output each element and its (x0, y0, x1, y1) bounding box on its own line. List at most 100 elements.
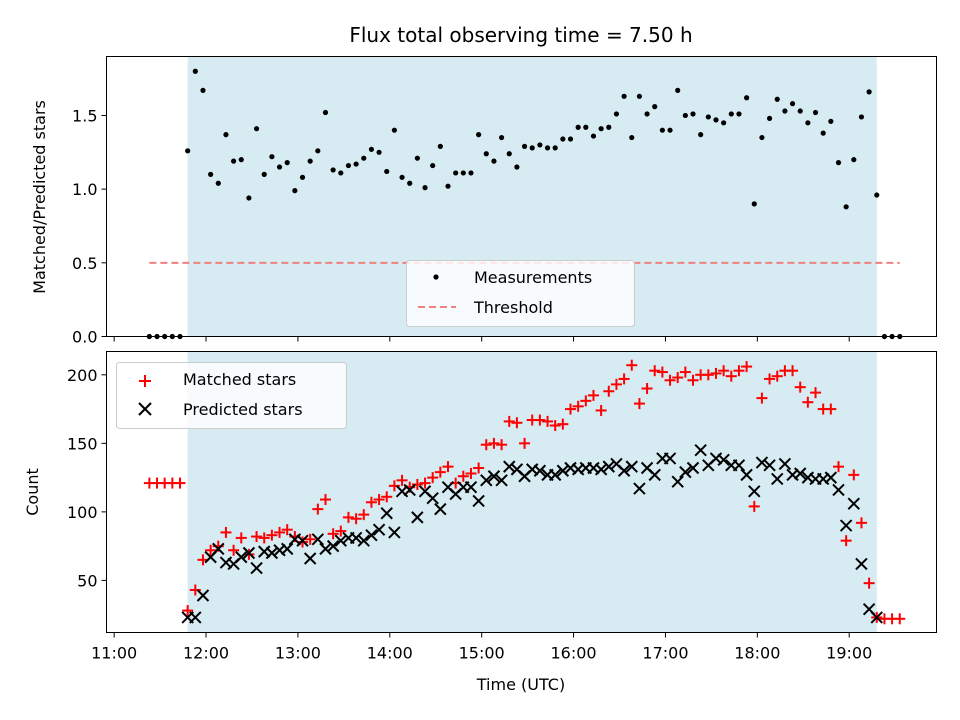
predicted-stars-point (303, 552, 317, 565)
measurement-point (215, 180, 221, 186)
predicted-stars-point (732, 459, 746, 472)
measurement-point (552, 145, 558, 151)
matched-stars-point (534, 414, 546, 426)
predicted-legend-marker (138, 402, 152, 416)
measurement-point (843, 204, 849, 210)
measurement-point (866, 89, 872, 95)
matched-stars-point (832, 461, 844, 473)
measurement-point (399, 174, 405, 180)
matched-stars-point (419, 477, 431, 489)
predicted-stars-point (189, 611, 202, 624)
matched-stars-point (465, 467, 477, 479)
measurement-point (330, 167, 336, 173)
predicted-stars-point (326, 539, 340, 553)
x-tick-label: 19:00 (826, 644, 872, 663)
matched-stars-point (251, 531, 263, 543)
matched-stars-point (825, 403, 837, 415)
counts-panel: 50 100 150 200 11:00 12:00 13:00 14:00 15:00 16:… (23, 351, 937, 694)
count-marks (143, 359, 906, 625)
matched-stars-point (266, 529, 278, 541)
measurement-point (276, 164, 283, 170)
matched-stars-point (848, 469, 860, 481)
x-tick-label: 14:00 (367, 644, 413, 663)
x-tick-label: 17:00 (642, 644, 688, 663)
measurement-point (705, 114, 711, 120)
measurement-point (185, 148, 191, 154)
y-tick-label: 100 (67, 503, 98, 522)
ratio-x-ticks (113, 336, 850, 342)
measurement-point (675, 87, 681, 93)
measurement-point (376, 149, 382, 155)
ratio-y-label: Matched/Predicted stars (30, 100, 49, 294)
matched-stars-point (764, 373, 776, 385)
matched-stars-point (603, 385, 615, 397)
matched-stars-point (511, 417, 523, 429)
matched-stars-point (756, 392, 768, 404)
measurement-point (751, 201, 757, 207)
measurement-point (368, 146, 375, 152)
matched-stars-point (312, 503, 324, 515)
predicted-stars-point (824, 471, 838, 484)
predicted-stars-point (334, 534, 348, 547)
measurement-point (858, 114, 865, 120)
matched-stars-point (557, 418, 569, 430)
matched-stars-point (228, 544, 240, 556)
predicted-stars-point (372, 523, 386, 536)
predicted-stars-point (212, 542, 225, 556)
measurement-point (736, 111, 742, 117)
matched-stars-point (205, 544, 217, 556)
threshold-legend-label: Threshold (473, 298, 553, 317)
measurement-point (430, 162, 436, 169)
matched-legend-label: Matched stars (183, 370, 296, 389)
measurement-point (613, 111, 620, 117)
measurement-point (629, 134, 635, 141)
x-axis-label: Time (UTC) (476, 675, 565, 694)
ratio-legend: Measurements Threshold (406, 260, 635, 327)
measurement-point (284, 160, 290, 166)
predicted-stars-point (855, 557, 868, 571)
measurement-point (468, 170, 474, 176)
predicted-stars-point (794, 467, 807, 480)
measurement-point (261, 171, 267, 177)
measurement-point (774, 96, 780, 102)
matched-stars-point (519, 437, 531, 449)
matched-stars-point (587, 389, 599, 401)
predicted-stars-point (196, 589, 210, 602)
measurement-point (667, 127, 673, 133)
measurement-point (483, 151, 489, 157)
measurement-point (437, 143, 443, 149)
matched-stars-point (235, 532, 247, 544)
matched-stars-point (656, 366, 668, 378)
matched-stars-point (748, 500, 760, 512)
predicted-stars-point (778, 457, 792, 471)
matched-stars-point (549, 420, 561, 432)
measurement-point (835, 160, 842, 166)
predicted-stars-point (625, 460, 638, 473)
predicted-stars-point (434, 502, 447, 516)
measurement-point (797, 108, 803, 114)
matched-stars-point (182, 605, 194, 617)
matched-stars-point (503, 415, 515, 427)
measurement-point (445, 183, 451, 189)
measurement-point (789, 101, 796, 107)
matched-stars-point (702, 369, 714, 381)
matched-stars-point (442, 461, 454, 473)
predicted-stars-point (495, 474, 508, 487)
measurement-point (713, 117, 719, 123)
measurement-point (606, 124, 612, 130)
matched-stars-point (626, 359, 638, 371)
measurement-point (192, 68, 198, 74)
matched-stars-point (787, 365, 799, 377)
measurement-point (506, 151, 512, 157)
predicted-stars-point (679, 465, 692, 479)
matched-stars-point (595, 404, 607, 416)
x-tick-label: 18:00 (734, 644, 780, 663)
matched-stars-point (258, 532, 270, 544)
matched-stars-point (618, 373, 630, 385)
predicted-stars-point (771, 472, 784, 486)
predicted-stars-point (503, 460, 516, 473)
predicted-stars-point (265, 546, 279, 560)
matched-stars-point (488, 437, 500, 449)
predicted-stars-point (663, 452, 677, 465)
measurement-point (644, 111, 650, 117)
